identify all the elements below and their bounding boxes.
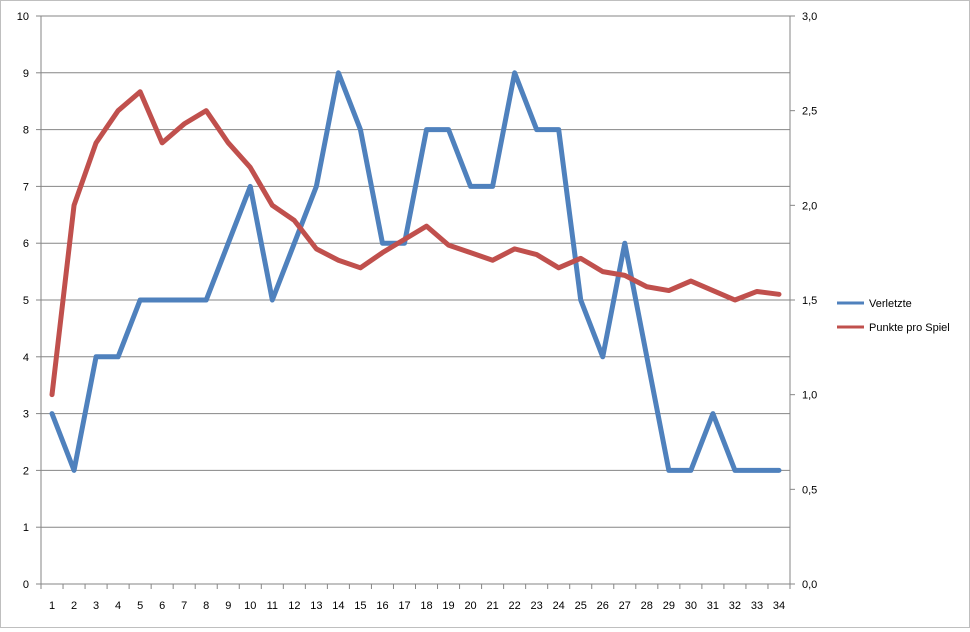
left-tick-label: 9 [23, 68, 29, 80]
x-tick-label: 29 [663, 600, 675, 612]
series-line-2 [49, 89, 782, 398]
x-tick-label: 2 [71, 600, 77, 612]
series-lines [49, 70, 782, 473]
x-tick-label: 31 [707, 600, 719, 612]
x-tick-label: 4 [115, 600, 121, 612]
x-tick-label: 3 [93, 600, 99, 612]
x-tick-label: 8 [203, 600, 209, 612]
series-line-1 [49, 70, 782, 473]
x-tick-label: 10 [244, 600, 256, 612]
x-tick-label: 28 [641, 600, 653, 612]
x-tick-label: 6 [159, 600, 165, 612]
x-tick-label: 13 [310, 600, 322, 612]
x-tick-label: 19 [442, 600, 454, 612]
x-tick-label: 16 [376, 600, 388, 612]
right-tick-label: 1,0 [802, 390, 817, 402]
legend-label: Punkte pro Spiel [869, 322, 950, 334]
x-axis-ticks: 1 2 3 4 5 6 7 8 9 10 11 12 13 14 15 16 17 18 19 20 21 22 23 24 2… [40, 584, 791, 612]
left-tick-label: 1 [23, 522, 29, 534]
left-tick-label: 8 [23, 125, 29, 137]
x-tick-label: 14 [332, 600, 344, 612]
right-tick-label: 0,0 [802, 579, 817, 591]
x-tick-label: 30 [685, 600, 697, 612]
x-tick-label: 22 [509, 600, 521, 612]
x-tick-label: 18 [420, 600, 432, 612]
x-tick-label: 1 [49, 600, 55, 612]
left-tick-label: 7 [23, 181, 29, 193]
right-tick-label: 3,0 [802, 11, 817, 23]
x-tick-label: 21 [486, 600, 498, 612]
x-tick-label: 26 [597, 600, 609, 612]
left-tick-label: 0 [23, 579, 29, 591]
x-tick-label: 33 [751, 600, 763, 612]
left-tick-label: 3 [23, 409, 29, 421]
right-tick-label: 1,5 [802, 295, 817, 307]
legend: Verletzte Punkte pro Spiel [837, 298, 950, 334]
x-tick-label: 25 [575, 600, 587, 612]
left-tick-label: 10 [17, 11, 29, 23]
right-axis-ticks: 0,0 0,5 1,0 1,5 2,0 2,5 3,0 [790, 11, 817, 591]
x-tick-label: 17 [398, 600, 410, 612]
left-tick-label: 5 [23, 295, 29, 307]
right-tick-label: 2,5 [802, 106, 817, 118]
x-tick-label: 9 [225, 600, 231, 612]
left-tick-label: 4 [23, 352, 29, 364]
x-tick-label: 20 [464, 600, 476, 612]
x-tick-label: 24 [553, 600, 565, 612]
left-tick-label: 6 [23, 238, 29, 250]
x-tick-label: 11 [267, 600, 278, 612]
left-axis-ticks: 0 1 2 3 4 5 6 7 8 9 10 [17, 11, 41, 591]
x-tick-label: 7 [181, 600, 187, 612]
x-tick-label: 5 [137, 600, 143, 612]
right-tick-label: 0,5 [802, 484, 817, 496]
x-tick-label: 23 [531, 600, 543, 612]
right-tick-label: 2,0 [802, 200, 817, 212]
x-tick-label: 12 [288, 600, 300, 612]
x-tick-label: 32 [729, 600, 741, 612]
x-tick-label: 15 [354, 600, 366, 612]
x-tick-label: 27 [619, 600, 631, 612]
legend-label: Verletzte [869, 298, 912, 310]
left-tick-label: 2 [23, 465, 29, 477]
x-tick-label: 34 [773, 600, 785, 612]
gridlines [41, 15, 790, 528]
